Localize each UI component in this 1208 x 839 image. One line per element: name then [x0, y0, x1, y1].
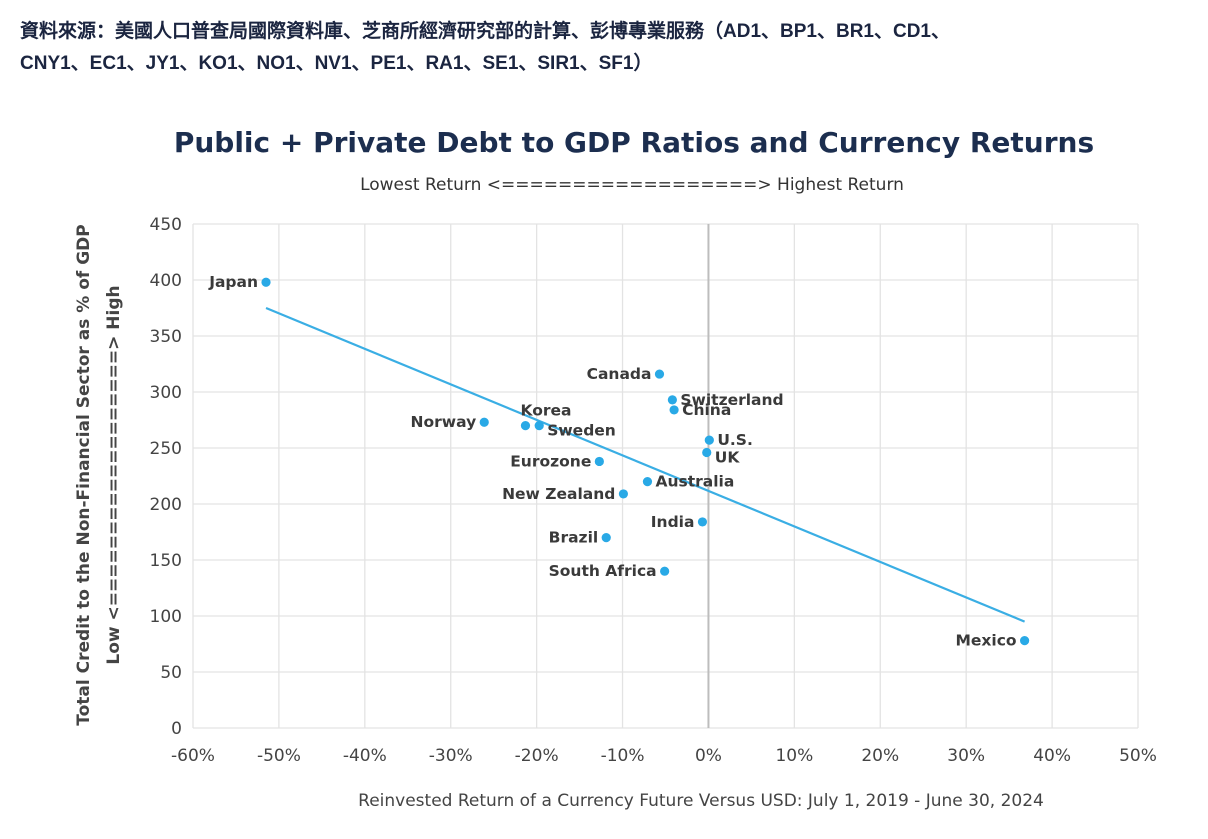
data-point-norway [479, 417, 489, 427]
y-tick-label: 400 [150, 271, 182, 291]
data-point-canada [654, 369, 665, 379]
data-point-brazil [601, 533, 611, 543]
y-tick-label: 150 [150, 551, 182, 571]
chart-title: Public + Private Debt to GDP Ratios and … [174, 126, 1094, 159]
y-tick-label: 0 [171, 719, 182, 739]
x-tick-label: -40% [343, 746, 387, 766]
x-tick-label: 20% [861, 746, 899, 766]
data-label: Switzerland [680, 391, 783, 409]
x-axis-ticks: -60% -50% -40% -30% -20% -10% 0% 10% 20% 30% 40% 50… [171, 746, 1157, 766]
x-tick-label: -10% [601, 746, 645, 766]
data-point-australia [642, 477, 653, 487]
grid [192, 223, 1139, 729]
x-axis-label: Reinvested Return of a Currency Future V… [358, 791, 1044, 811]
trendline [265, 306, 1026, 623]
y-tick-label: 100 [150, 607, 182, 627]
y-axis-label: Total Credit to the Non-Financial Sector… [74, 224, 94, 725]
data-label: Eurozone [510, 452, 591, 470]
x-tick-label: -60% [171, 746, 215, 766]
data-label: Australia [655, 473, 734, 491]
chart-subtitle: Lowest Return <==================> Highe… [360, 175, 904, 195]
data-point-new-zealand [618, 489, 629, 499]
x-tick-label: -50% [257, 746, 301, 766]
data-point-south-africa [660, 566, 670, 576]
y-tick-label: 350 [150, 327, 182, 347]
source-note: 資料來源：美國人口普查局國際資料庫、芝商所經濟研究部的計算、彭博專業服務（AD1… [20, 16, 1208, 80]
data-label: Korea [520, 402, 571, 420]
y-tick-label: 50 [160, 663, 182, 683]
data-point-korea [520, 421, 531, 431]
x-tick-label: 50% [1119, 746, 1157, 766]
data-label: South Africa [549, 562, 657, 580]
data-point-switzerland [667, 395, 677, 405]
x-tick-label: 40% [1033, 746, 1071, 766]
data-label: UK [715, 448, 741, 466]
data-label: Norway [411, 413, 477, 431]
x-tick-label: 10% [775, 746, 813, 766]
data-point-u-s [704, 435, 714, 445]
y-tick-label: 250 [150, 439, 182, 459]
data-point-china [669, 405, 679, 415]
x-tick-label: 30% [947, 746, 985, 766]
data-point-eurozone [594, 456, 604, 467]
y-axis-ticks: 0 50 100 150 200 250 300 350 400 450 [150, 215, 182, 739]
data-label: Sweden [547, 422, 616, 440]
y-tick-label: 200 [150, 495, 182, 515]
data-point-japan [261, 277, 271, 287]
x-tick-label: -20% [515, 746, 559, 766]
data-label: U.S. [717, 431, 753, 449]
data-label: Japan [208, 273, 258, 291]
data-label: Brazil [549, 529, 599, 547]
y-tick-label: 450 [150, 215, 182, 235]
data-point-uk [702, 447, 712, 458]
data-label: New Zealand [502, 485, 615, 503]
y-axis-label-secondary: Low <==================> High [104, 285, 124, 664]
data-label: India [651, 513, 695, 531]
source-note-line-2: CNY1、EC1、JY1、KO1、NO1、NV1、PE1、RA1、SE1、SIR… [20, 53, 653, 74]
data-point-sweden [534, 421, 544, 431]
data-label: China [682, 401, 731, 419]
x-tick-label: -30% [429, 746, 473, 766]
source-note-line-1: 資料來源：美國人口普查局國際資料庫、芝商所經濟研究部的計算、彭博專業服務（AD1… [20, 21, 950, 42]
data-label: Mexico [956, 632, 1017, 650]
data-point-mexico [1020, 636, 1030, 646]
trendline-group [265, 306, 1026, 623]
data-label: Canada [587, 365, 652, 383]
data-point-india [697, 517, 708, 527]
x-tick-label: 0% [695, 746, 722, 766]
y-tick-label: 300 [150, 383, 182, 403]
